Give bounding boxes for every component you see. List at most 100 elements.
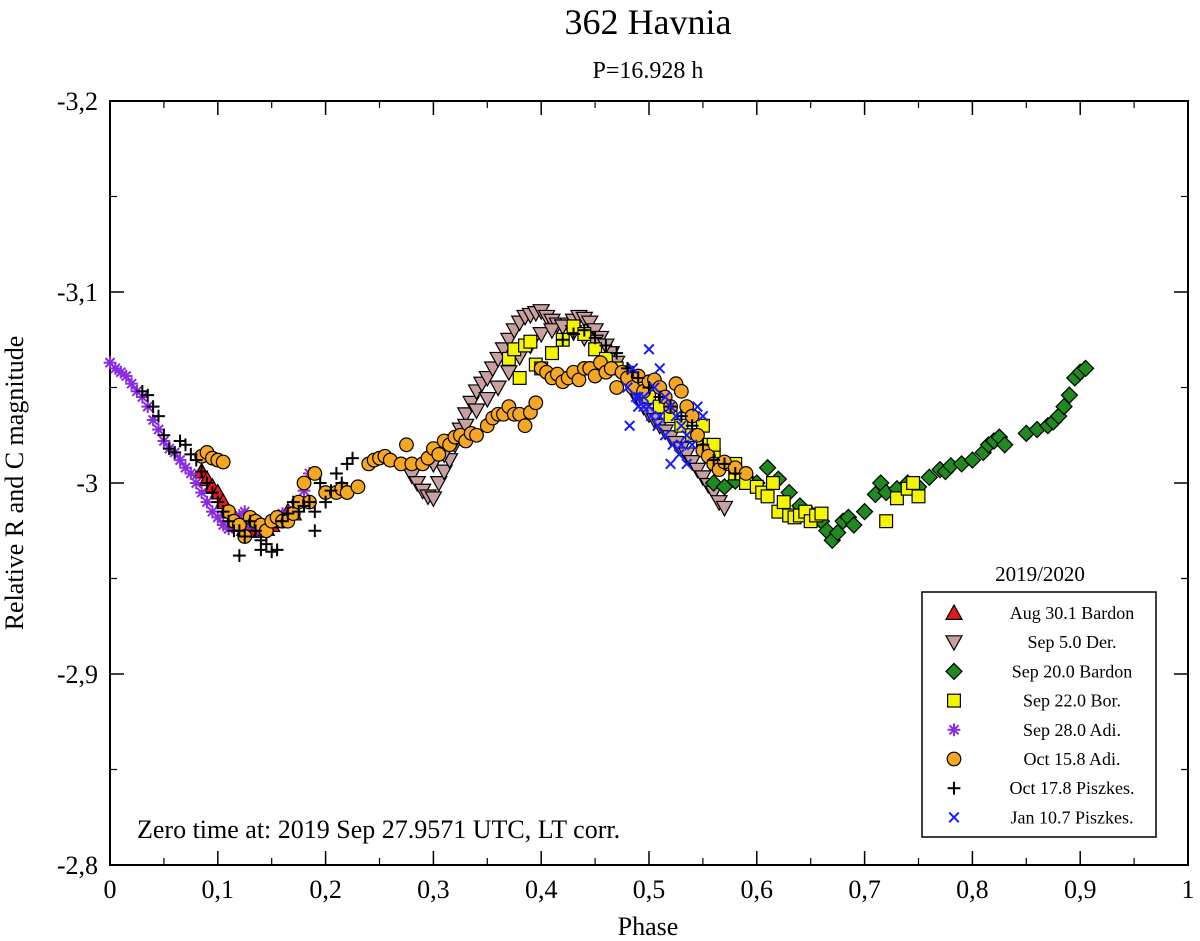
data-point <box>632 401 644 413</box>
y-tick-label: -2,8 <box>57 851 98 880</box>
series-2 <box>704 359 1095 550</box>
data-point <box>673 448 685 460</box>
data-point <box>200 495 214 509</box>
data-point <box>599 339 613 352</box>
data-point <box>776 495 791 510</box>
data-point <box>648 381 660 394</box>
x-tick-label: 0,7 <box>848 875 881 904</box>
data-point <box>627 362 639 374</box>
data-point <box>350 479 366 495</box>
x-tick-label: 0,4 <box>525 875 558 904</box>
data-point <box>125 377 138 391</box>
y-axis-label: Relative R and C magnitude <box>0 336 29 631</box>
data-point <box>157 428 171 442</box>
data-point <box>963 451 982 469</box>
data-point <box>179 438 192 452</box>
data-point <box>631 371 645 385</box>
data-point <box>814 506 829 521</box>
data-point <box>200 476 214 490</box>
data-point <box>211 510 225 524</box>
data-point <box>567 327 580 341</box>
data-point <box>303 495 316 509</box>
chart-title: 362 Havnia <box>565 2 732 42</box>
data-point <box>238 530 252 543</box>
data-point <box>276 514 289 528</box>
data-point <box>659 429 671 441</box>
data-point <box>308 524 322 538</box>
y-tick-label: -2,9 <box>57 660 98 689</box>
legend-marker <box>945 662 963 681</box>
data-point <box>340 457 354 471</box>
data-point <box>681 458 693 470</box>
data-point <box>499 332 518 349</box>
data-point <box>254 533 268 547</box>
y-tick-label: -3 <box>76 469 98 498</box>
data-point <box>765 476 780 491</box>
data-point <box>195 486 209 499</box>
data-point <box>179 461 192 475</box>
data-point <box>577 323 591 337</box>
data-point <box>429 476 448 493</box>
data-point <box>728 467 742 480</box>
data-point <box>675 420 687 432</box>
data-point <box>686 439 698 451</box>
data-point <box>995 435 1014 454</box>
legend-entry-label: Sep 28.0 Adi. <box>1023 720 1121 740</box>
legend-marker <box>948 811 960 823</box>
data-point <box>270 543 284 557</box>
x-tick-label: 0,8 <box>956 875 989 904</box>
data-point <box>707 453 721 467</box>
legend-marker <box>947 723 961 737</box>
data-point <box>335 476 349 490</box>
data-point <box>184 447 198 461</box>
data-point <box>431 446 447 462</box>
data-point <box>654 410 666 422</box>
data-point <box>697 410 709 422</box>
data-point <box>556 333 570 347</box>
x-tick-label: 1 <box>1182 875 1195 904</box>
data-point <box>243 514 257 528</box>
zero-time-annotation: Zero time at: 2019 Sep 27.9571 UTC, LT c… <box>137 815 620 844</box>
legend-entry-label: Sep 22.0 Bor. <box>1023 691 1121 711</box>
data-point <box>621 381 633 394</box>
y-axis-ticks: -3,2 -3,1 -3 -2,9 -2,8 <box>57 87 1188 880</box>
data-point <box>667 439 679 451</box>
data-point <box>152 409 165 423</box>
data-point <box>685 419 699 433</box>
data-point <box>206 486 219 499</box>
x-axis-ticks: 0 0,1 0,2 0,3 0,4 0,5 0,6 0,7 0,8 0,9 1 <box>104 101 1195 904</box>
x-axis-label: Phase <box>618 912 679 941</box>
data-point <box>673 383 689 399</box>
data-point <box>308 505 322 519</box>
legend: Aug 30.1 Bardon Sep 5.0 Der. Sep 20.0 Bard… <box>944 603 1135 827</box>
data-point <box>645 410 657 422</box>
data-point <box>906 476 921 491</box>
x-tick-label: 0,3 <box>417 875 450 904</box>
x-tick-label: 0,6 <box>741 875 774 904</box>
data-points <box>103 304 1095 562</box>
data-point <box>665 401 677 413</box>
legend-entry-label: Sep 5.0 Der. <box>1028 632 1117 652</box>
data-point <box>659 391 671 403</box>
data-point <box>489 380 508 397</box>
data-point <box>643 343 655 355</box>
legend-entry-label: Oct 17.8 Piszkes. <box>1010 778 1135 798</box>
data-point <box>690 427 705 443</box>
data-point <box>211 495 225 509</box>
chart-subtitle: P=16.928 h <box>593 58 704 84</box>
legend-marker <box>946 751 962 767</box>
y-tick-label: -3,2 <box>57 87 98 116</box>
legend-title: 2019/2020 <box>995 562 1085 586</box>
data-point <box>222 514 235 528</box>
data-point <box>670 410 682 422</box>
legend-entry-label: Jan 10.7 Piszkes. <box>1011 807 1134 827</box>
data-point <box>249 524 262 538</box>
data-point <box>692 401 704 413</box>
data-point <box>232 549 246 562</box>
series-7 <box>621 343 709 470</box>
data-point <box>286 495 300 509</box>
legend-marker <box>944 603 964 621</box>
data-point <box>610 346 624 360</box>
data-point <box>523 334 538 349</box>
data-point <box>630 391 642 403</box>
